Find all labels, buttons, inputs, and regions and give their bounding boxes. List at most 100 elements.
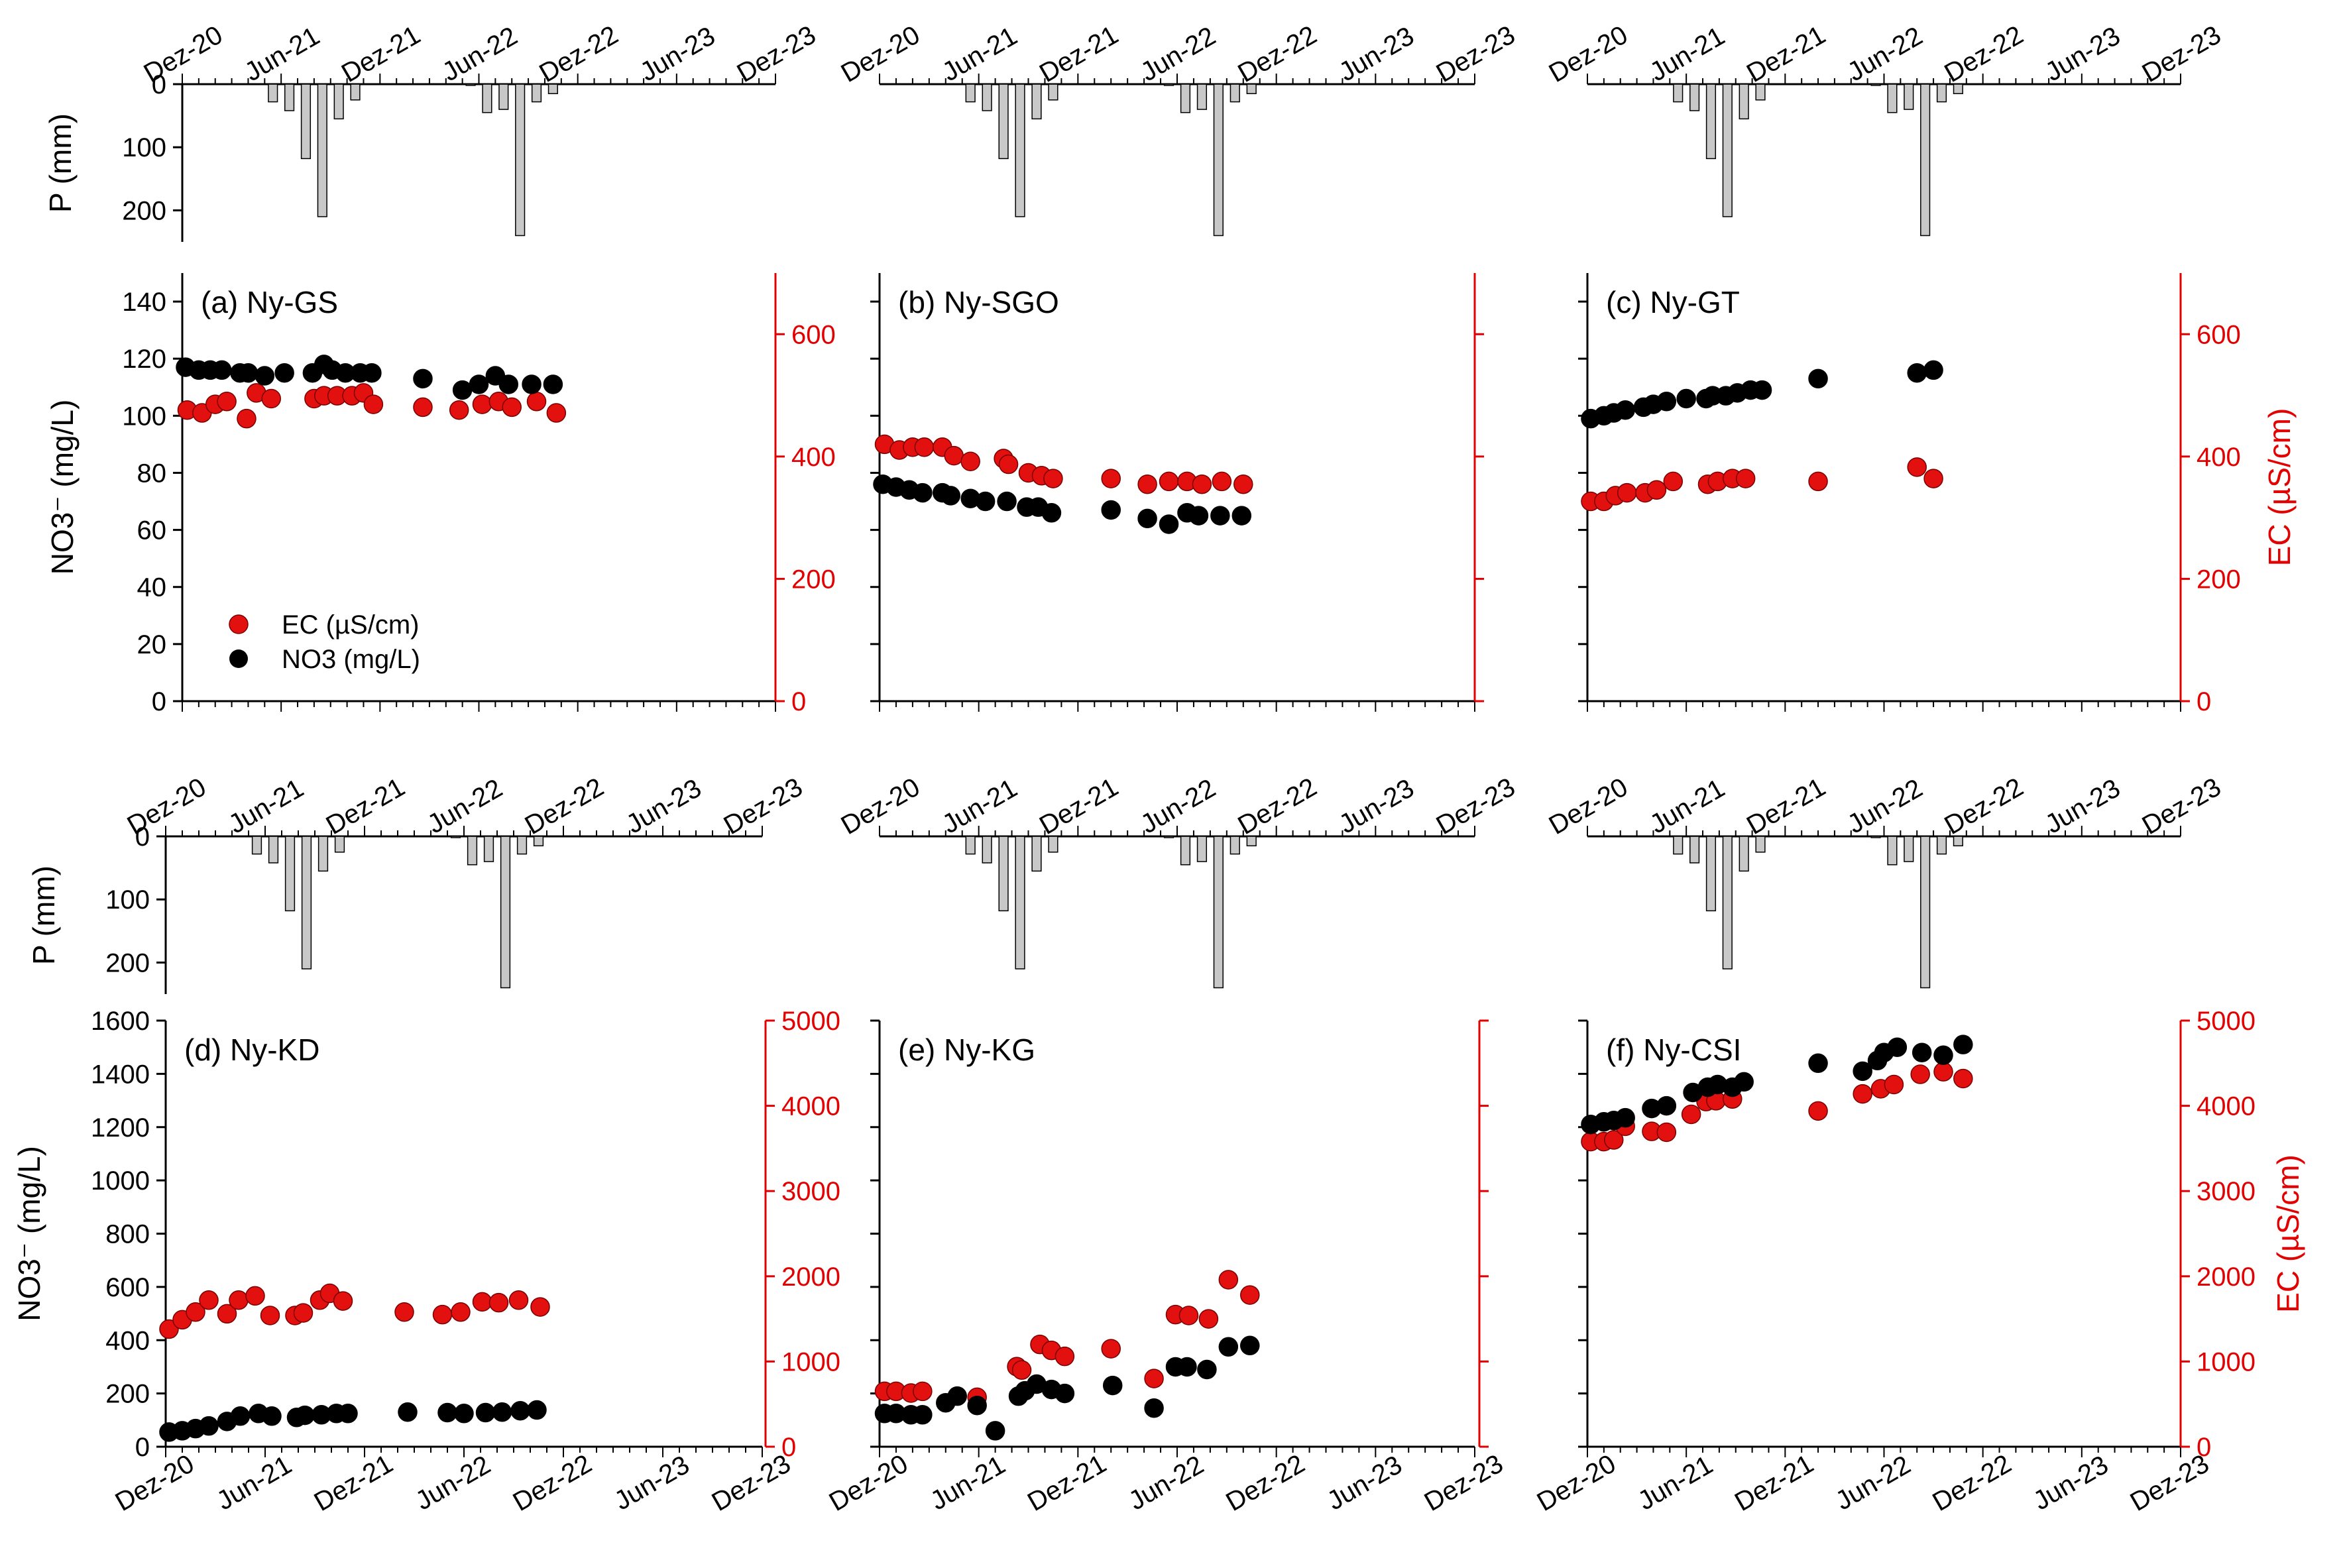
precip-tick-label: Dez-23 — [1432, 772, 1520, 840]
precip-tick-label: Dez-23 — [2138, 20, 2226, 88]
precip-bar — [1015, 84, 1025, 217]
no3-point — [1102, 1375, 1123, 1396]
no3-y-tick-label: 200 — [105, 1380, 150, 1409]
precip-bar — [1722, 836, 1733, 970]
panel-title: (b) Ny-SGO — [898, 285, 1059, 319]
no3-y-tick-label: 400 — [105, 1326, 150, 1355]
precip-tick-label: Jun-21 — [1645, 773, 1730, 839]
ec-point — [449, 400, 469, 420]
ec-point — [1646, 480, 1667, 500]
precip-bar — [465, 84, 476, 86]
ec-point — [1192, 474, 1212, 494]
ec-point — [1907, 457, 1927, 477]
precip-y-label: P (mm) — [43, 113, 78, 213]
precip-bar — [533, 836, 544, 847]
precip-bar — [500, 836, 511, 989]
precip-bar — [317, 84, 327, 217]
precip-bar — [350, 84, 361, 101]
precip-bar — [1953, 836, 1963, 847]
x-tick-label: Dez-22 — [508, 1449, 597, 1517]
precip-tick-label: Dez-22 — [1233, 772, 1322, 840]
precip-bar — [467, 836, 478, 866]
precip-tick-label: Dez-22 — [1939, 20, 2028, 88]
precip-bar — [1936, 836, 1947, 855]
no3-y-tick-label: 1200 — [91, 1113, 150, 1143]
precip-bar — [1196, 84, 1208, 110]
precip-bar — [450, 836, 461, 838]
ec-point — [261, 388, 281, 409]
ec-point — [1198, 1309, 1219, 1329]
precip-bar — [1180, 84, 1191, 113]
no3-y-tick-label: 60 — [137, 516, 167, 545]
precip-bar — [1673, 836, 1684, 855]
ec-point — [1055, 1346, 1075, 1367]
ec-y-tick-label: 400 — [2197, 443, 2241, 472]
no3-y-label: NO3⁻ (mg/L) — [45, 400, 80, 575]
no3-y-tick-label: 800 — [105, 1220, 150, 1249]
precip-bar — [1920, 84, 1931, 237]
ec-point — [1604, 1130, 1624, 1150]
no3-point — [230, 1406, 251, 1426]
no3-point — [1137, 508, 1157, 529]
no3-point — [452, 380, 473, 400]
ec-point — [960, 451, 980, 471]
ec-point — [1011, 1360, 1032, 1380]
no3-point — [1887, 1037, 1908, 1057]
ec-point — [432, 1304, 453, 1325]
x-tick-label: Dez-21 — [310, 1449, 398, 1517]
precip-bar — [1755, 84, 1766, 101]
panel-title: (a) Ny-GS — [201, 285, 338, 319]
precip-bar — [1920, 836, 1931, 989]
ec-point — [1910, 1064, 1930, 1084]
no3-point — [469, 374, 489, 394]
precip-bar — [1689, 836, 1700, 864]
x-tick-label: Dez-22 — [1221, 1449, 1310, 1517]
precip-tick-label: Jun-23 — [1334, 773, 1419, 839]
no3-y-tick-label: 140 — [122, 288, 166, 317]
precip-bar — [1229, 836, 1240, 855]
ec-y-label: EC (µS/cm) — [2262, 408, 2297, 567]
precip-bar — [1048, 836, 1058, 853]
no3-point — [1197, 1359, 1217, 1380]
legend-no3-label: NO3 (mg/L) — [282, 645, 420, 674]
ec-point — [1212, 471, 1232, 492]
no3-point — [1656, 392, 1677, 412]
precip-bar — [1213, 84, 1224, 237]
precip-tick-label: Jun-22 — [1843, 773, 1927, 839]
no3-y-tick-label: 1400 — [91, 1060, 150, 1089]
x-tick-label: Jun-22 — [1124, 1450, 1209, 1516]
no3-point — [1615, 1107, 1635, 1128]
precip-tick-label: Jun-21 — [224, 773, 309, 839]
precip-tick-label: Dez-20 — [836, 772, 925, 840]
ec-point — [293, 1303, 314, 1323]
no3-point — [510, 1400, 530, 1421]
precip-tick-label: Jun-23 — [2040, 21, 2125, 87]
no3-point — [1144, 1398, 1164, 1418]
precip-tick-label: Dez-21 — [1742, 772, 1831, 840]
no3-point — [1041, 503, 1062, 523]
precip-tick-label: Dez-20 — [1544, 772, 1633, 840]
precip-bar — [1722, 84, 1733, 217]
ec-point — [1043, 469, 1063, 488]
no3-point — [255, 366, 275, 386]
no3-point — [1210, 506, 1230, 526]
no3-y-tick-label: 0 — [152, 687, 166, 716]
ec-point — [1735, 469, 1756, 488]
precip-y-tick-label: 100 — [105, 885, 150, 915]
no3-point — [543, 374, 563, 394]
ec-point — [1853, 1084, 1872, 1104]
x-tick-label: Jun-21 — [212, 1450, 297, 1516]
ec-y-tick-label: 3000 — [781, 1177, 840, 1206]
precip-y-tick-label: 200 — [122, 196, 166, 225]
precip-tick-label: Dez-23 — [719, 772, 808, 840]
ec-point — [1808, 471, 1828, 492]
ec-point — [488, 1292, 509, 1313]
no3-point — [262, 1406, 282, 1426]
precip-bar — [333, 84, 344, 120]
no3-point — [1615, 400, 1635, 420]
ec-point — [944, 445, 964, 466]
precip-bar — [1953, 84, 1963, 95]
ec-point — [217, 1304, 237, 1324]
x-tick-label: Jun-22 — [411, 1450, 496, 1516]
precip-y-tick-label: 100 — [122, 133, 166, 162]
